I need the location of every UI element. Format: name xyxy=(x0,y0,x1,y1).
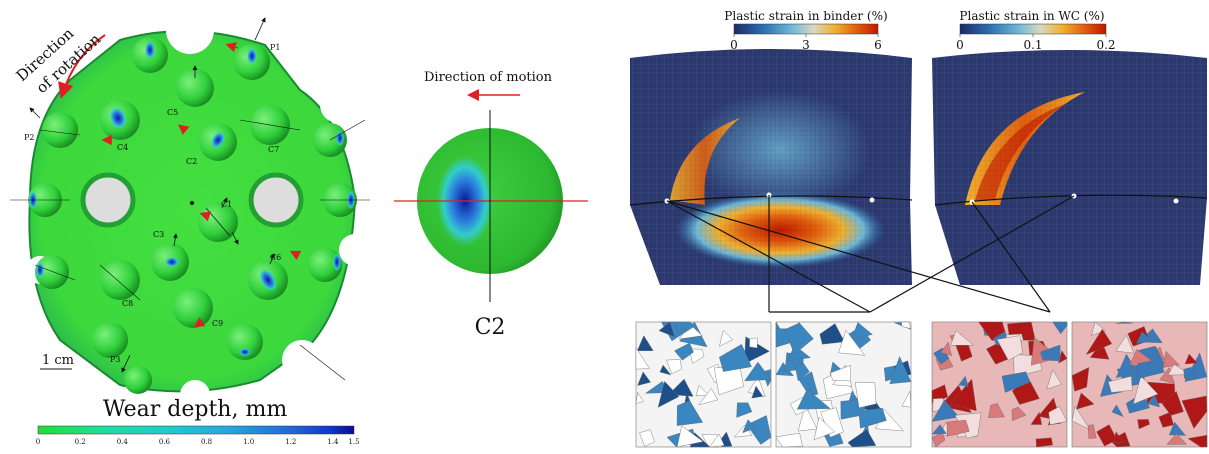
label-C1: C1 xyxy=(221,200,232,209)
label-P3: P3 xyxy=(110,355,120,364)
wear-tick-7: 1.4 xyxy=(327,438,339,446)
wear-tick-8: 1.5 xyxy=(348,438,359,446)
rotation-arrow xyxy=(58,34,106,99)
c2-label: C2 xyxy=(475,315,506,340)
label-C9: C9 xyxy=(212,319,223,328)
button-C5 xyxy=(176,69,214,107)
button-C2 xyxy=(199,123,237,161)
binder-colorbar-ticks: 0 3 6 xyxy=(730,34,882,52)
wear-colorbar xyxy=(37,425,355,435)
wear-title: Wear depth, mm xyxy=(103,397,288,422)
label-C6: C6 xyxy=(270,253,281,262)
binder-micro-2 xyxy=(775,321,912,448)
button-C9 xyxy=(173,288,213,328)
wear-colorbar-ticks: 0 0.2 0.4 0.6 0.8 1.0 1.2 1.4 1.5 xyxy=(36,438,360,446)
binder-tick-1: 3 xyxy=(802,38,810,52)
wc-tick-2: 0.2 xyxy=(1096,38,1115,52)
scale-bar-label: 1 cm xyxy=(42,353,74,368)
binder-colorbar xyxy=(733,23,879,35)
wear-tick-2: 0.4 xyxy=(117,438,129,446)
c2-detail: Direction of motion C2 xyxy=(394,70,588,340)
binder-strain-map xyxy=(629,49,913,285)
microstructure-images xyxy=(635,321,1208,448)
motion-label: Direction of motion xyxy=(424,70,553,85)
wc-colorbar xyxy=(959,23,1107,35)
button-C6 xyxy=(248,260,288,300)
label-C7: C7 xyxy=(268,145,279,154)
wear-tick-0: 0 xyxy=(36,438,40,446)
label-P2: P2 xyxy=(24,133,34,142)
label-C3: C3 xyxy=(153,230,164,239)
wc-title: Plastic strain in WC (%) xyxy=(959,9,1104,23)
wc-tick-0: 0 xyxy=(956,38,964,52)
label-C5: C5 xyxy=(167,108,178,117)
label-C8: C8 xyxy=(122,299,133,308)
strain-maps: Plastic strain in binder (%) 0 3 6 Plastic… xyxy=(629,9,1208,448)
binder-tick-0: 0 xyxy=(730,38,738,52)
wc-strain-map xyxy=(932,50,1208,285)
flush-hole-right xyxy=(248,172,304,228)
wear-tick-1: 0.2 xyxy=(75,438,86,446)
wear-tick-4: 0.8 xyxy=(201,438,212,446)
wear-tick-5: 1.0 xyxy=(243,438,254,446)
wear-tick-6: 1.2 xyxy=(285,438,296,446)
binder-title: Plastic strain in binder (%) xyxy=(724,9,887,23)
button-C3 xyxy=(151,243,189,281)
wear-tick-3: 0.6 xyxy=(159,438,171,446)
label-C4: C4 xyxy=(117,143,128,152)
flush-hole-left xyxy=(80,172,136,228)
label-C2: C2 xyxy=(186,157,197,166)
binder-tick-2: 6 xyxy=(874,38,882,52)
wc-micro-2 xyxy=(1071,321,1208,448)
drill-bit: C1 C2 C3 C4 C5 C6 C7 C8 C9 P1 P2 P3 Dire… xyxy=(10,6,371,446)
binder-micro-1 xyxy=(635,321,772,448)
wc-colorbar-ticks: 0 0.1 0.2 xyxy=(956,34,1116,52)
button-C4 xyxy=(100,100,140,140)
button-C8 xyxy=(100,260,140,300)
wc-tick-1: 0.1 xyxy=(1023,38,1042,52)
wc-micro-1 xyxy=(931,321,1068,448)
label-P1: P1 xyxy=(270,43,280,52)
